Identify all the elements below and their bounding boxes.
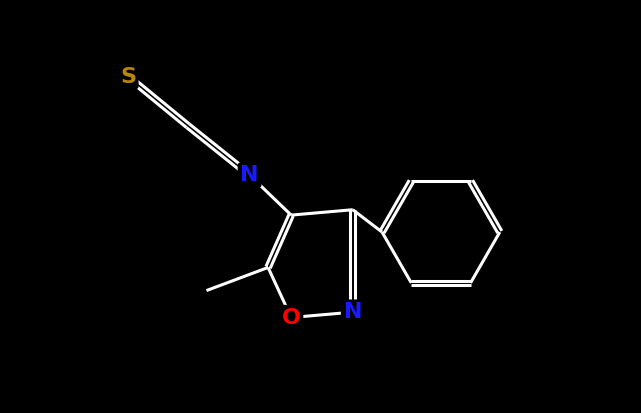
Text: S: S [120,66,136,86]
Text: N: N [344,302,362,322]
Text: N: N [240,165,259,185]
Text: O: O [281,308,301,328]
